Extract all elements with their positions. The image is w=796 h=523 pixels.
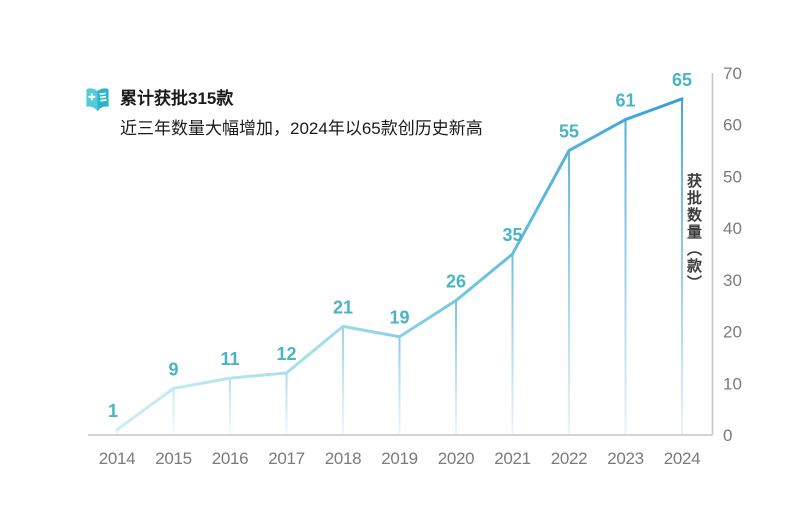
y-axis-tick-label: 20 <box>723 323 742 342</box>
chart-title: 累计获批315款 <box>120 89 234 108</box>
data-point-label: 61 <box>615 91 635 111</box>
data-point-label: 12 <box>276 344 296 364</box>
chart-header: 累计获批315款 近三年数量大幅增加，2024年以65款创历史新高 <box>84 84 483 144</box>
data-point-label: 21 <box>333 297 353 317</box>
y-axis-tick-label: 10 <box>723 374 742 393</box>
data-point-label: 19 <box>389 308 409 328</box>
y-axis-tick-label: 50 <box>723 167 742 186</box>
x-axis-label: 2016 <box>212 449 249 468</box>
x-axis-label: 2020 <box>438 449 475 468</box>
chart-subtitle: 近三年数量大幅增加，2024年以65款创历史新高 <box>120 119 483 138</box>
x-axis-label: 2018 <box>325 449 362 468</box>
y-axis-tick-label: 30 <box>723 271 742 290</box>
y-axis-tick-label: 60 <box>723 116 742 135</box>
book-plus-icon <box>84 86 111 120</box>
x-axis-label: 2021 <box>494 449 531 468</box>
data-point-label: 55 <box>559 122 579 142</box>
x-axis-label: 2023 <box>607 449 644 468</box>
y-axis-tick-label: 40 <box>723 219 742 238</box>
data-point-label: 11 <box>220 349 239 369</box>
y-axis-tick-label: 70 <box>723 64 742 83</box>
trend-line <box>115 97 684 432</box>
x-axis-label: 2022 <box>551 449 588 468</box>
y-axis-tick-label: 0 <box>723 426 732 445</box>
data-point-label: 1 <box>108 401 118 421</box>
x-axis-label: 2024 <box>664 449 701 468</box>
data-point-label: 35 <box>502 225 522 245</box>
x-axis-label: 2017 <box>268 449 305 468</box>
x-axis-label: 2015 <box>155 449 192 468</box>
y-axis-title: 获批数量（款） <box>685 173 702 292</box>
x-axis-label: 2019 <box>381 449 418 468</box>
data-point-label: 26 <box>446 272 466 292</box>
data-point-label: 65 <box>672 70 692 90</box>
x-axis-label: 2014 <box>99 449 136 468</box>
data-point-label: 9 <box>168 359 178 379</box>
